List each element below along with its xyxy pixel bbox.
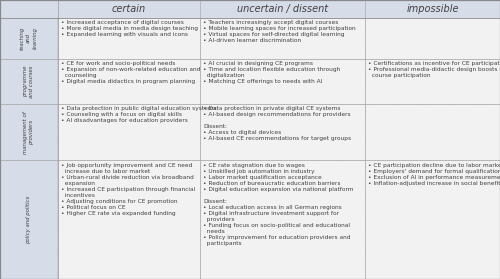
Text: • Job opportunity improvement and CE need
  increase due to labor market
• Urban: • Job opportunity improvement and CE nee… — [60, 163, 195, 216]
Bar — [200, 18, 365, 59]
Bar — [0, 0, 58, 18]
Text: uncertain / dissent: uncertain / dissent — [237, 4, 328, 14]
Bar — [58, 160, 200, 279]
Text: • CE rate stagnation due to wages
• Unskilled job automation in industry
• Labor: • CE rate stagnation due to wages • Unsk… — [203, 163, 354, 246]
Text: policy and politics: policy and politics — [26, 196, 31, 244]
Bar — [58, 104, 200, 160]
Bar — [0, 59, 58, 104]
Bar — [0, 160, 58, 279]
Text: impossible: impossible — [406, 4, 459, 14]
Bar — [200, 0, 365, 18]
Text: management of
providers: management of providers — [23, 111, 34, 153]
Text: • Teachers increasingly accept digital courses
• Mobile learning spaces for incr: • Teachers increasingly accept digital c… — [203, 20, 356, 43]
Bar — [365, 104, 500, 160]
Bar — [365, 160, 500, 279]
Bar — [58, 0, 200, 18]
Bar — [58, 59, 200, 104]
Text: • AI crucial in designing CE programs
• Time and location flexible education thr: • AI crucial in designing CE programs • … — [203, 61, 340, 84]
Text: • Data protection in public digital education systems
• Counseling with a focus : • Data protection in public digital educ… — [60, 107, 216, 123]
Bar — [0, 104, 58, 160]
Text: • Increased acceptance of digital courses
• More digital media in media design t: • Increased acceptance of digital course… — [60, 20, 198, 37]
Text: teaching
and
learning: teaching and learning — [20, 27, 38, 50]
Bar — [365, 0, 500, 18]
Bar — [200, 160, 365, 279]
Text: • Data protection in private digital CE systems
• AI-based design recommendation: • Data protection in private digital CE … — [203, 107, 351, 141]
Text: programme
and courses: programme and courses — [23, 65, 34, 98]
Text: certain: certain — [112, 4, 146, 14]
Bar — [200, 59, 365, 104]
Bar — [200, 104, 365, 160]
Bar — [58, 18, 200, 59]
Bar — [365, 59, 500, 104]
Text: • CE for work and socio-political needs
• Expansion of non-work-related educatio: • CE for work and socio-political needs … — [60, 61, 200, 84]
Bar — [365, 18, 500, 59]
Bar — [0, 18, 58, 59]
Text: • Certifications as incentive for CE participation
• Professional media-didactic: • Certifications as incentive for CE par… — [368, 61, 500, 78]
Text: • CE participation decline due to labor market
• Employers' demand for formal qu: • CE participation decline due to labor … — [368, 163, 500, 186]
